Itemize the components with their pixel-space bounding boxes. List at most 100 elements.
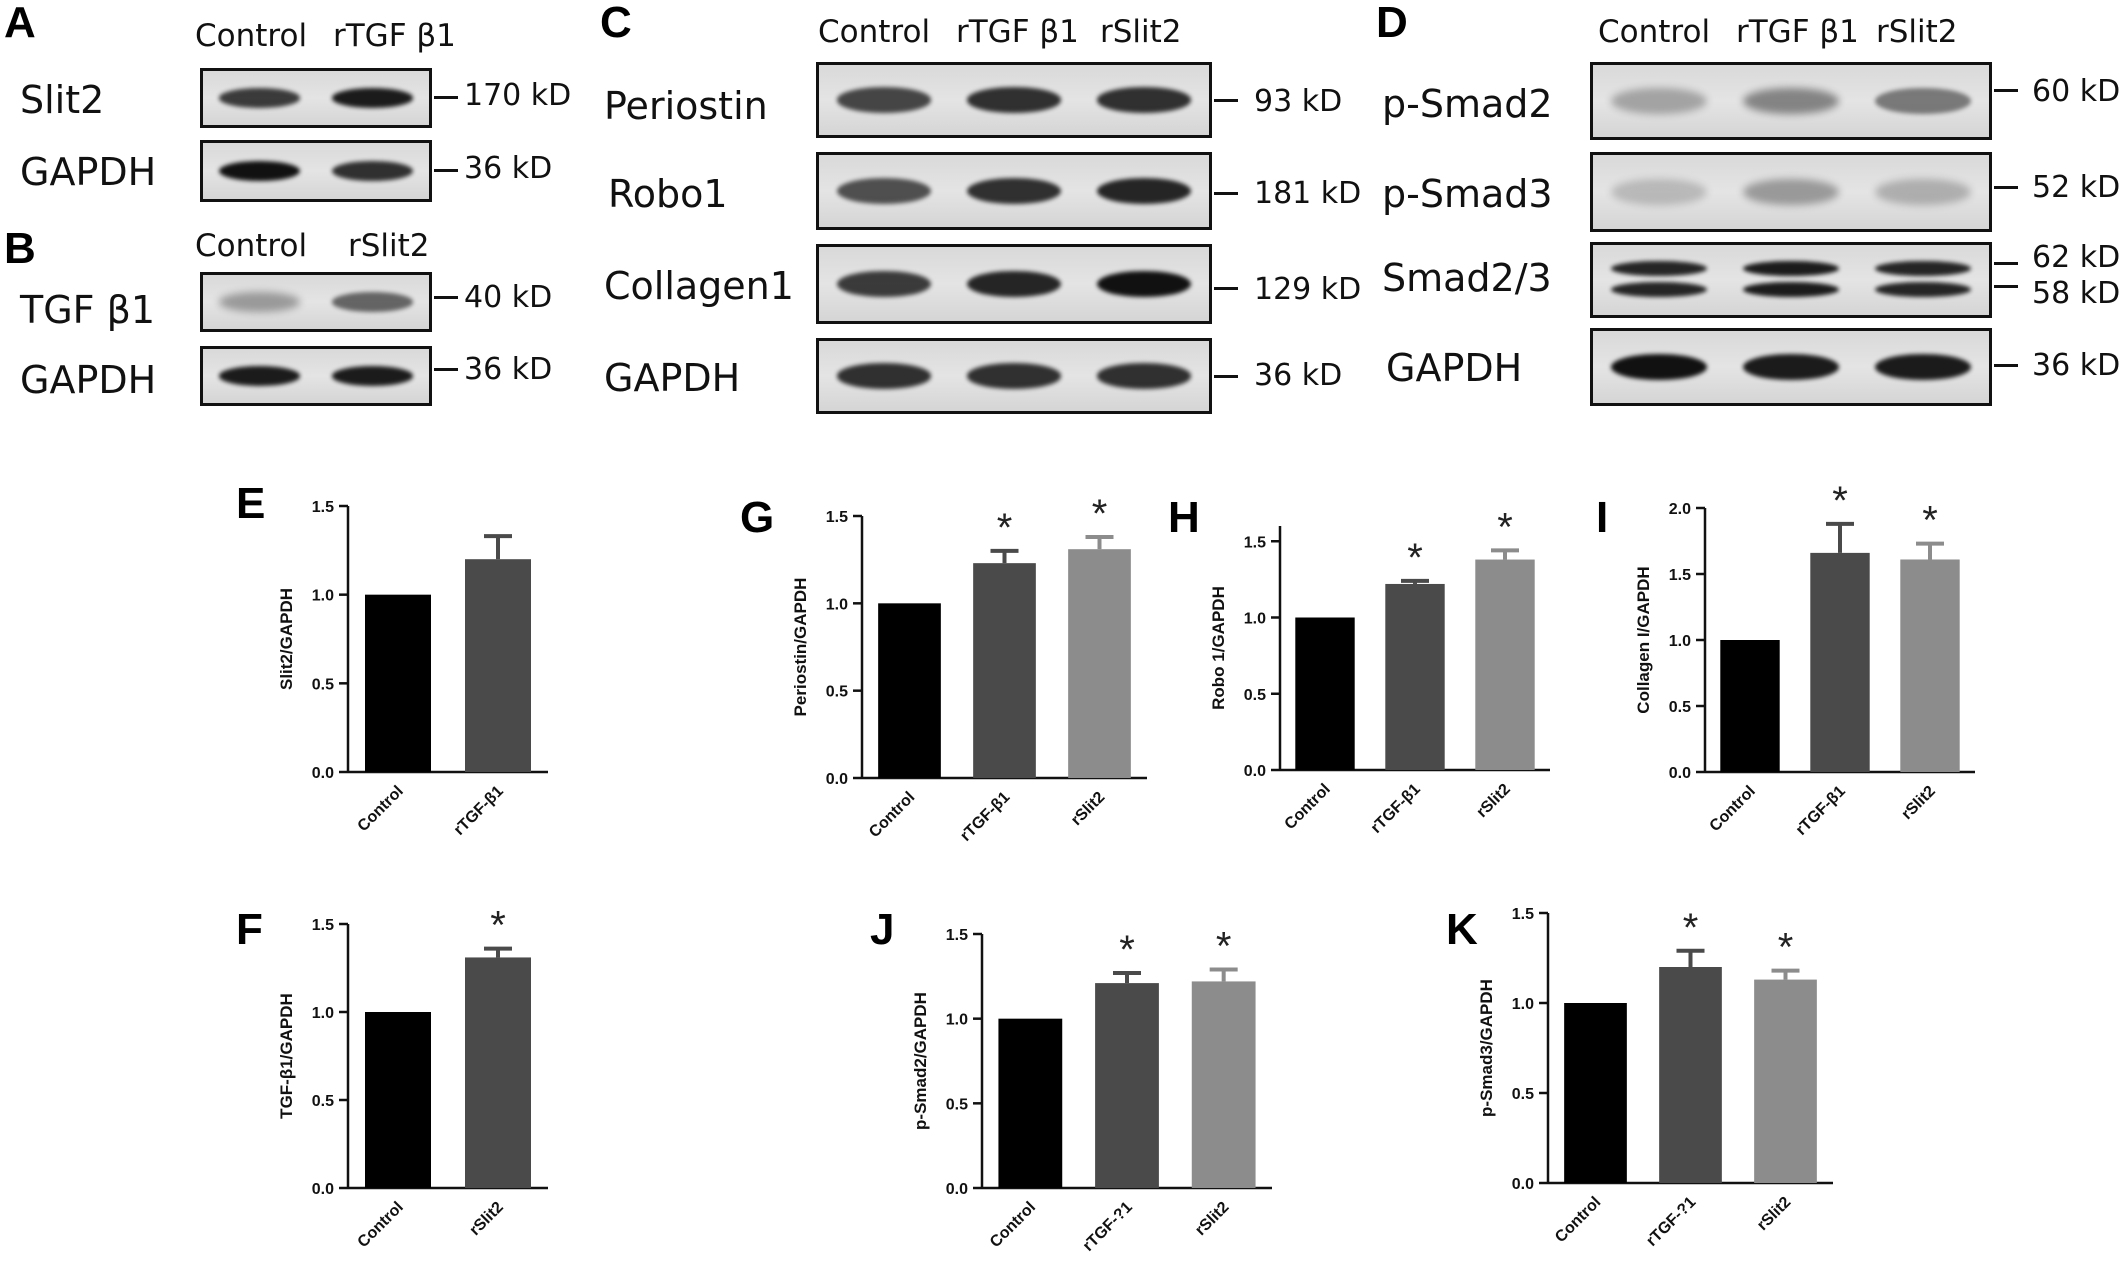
bar-f-1: [465, 957, 531, 1188]
y-tick-label-j: 0.0: [946, 1181, 968, 1198]
x-tick-label-k-2: rSlit2: [1754, 1194, 1794, 1234]
blot-band: [967, 178, 1061, 204]
blot-c-gapdh: [816, 338, 1212, 414]
blot-band: [331, 160, 414, 182]
kd-label-a-gapdh: 36 kD: [464, 151, 553, 186]
marker-tick: [434, 296, 458, 299]
y-tick-label-k: 0.0: [1512, 1176, 1534, 1193]
row-label-c-gapdh: GAPDH: [604, 356, 741, 400]
y-axis-label-i: Collagen I/GAPDH: [1634, 566, 1653, 713]
blot-band: [1611, 261, 1707, 277]
marker-tick: [434, 368, 458, 371]
blot-band: [1611, 282, 1707, 298]
blot-a-slit2: [200, 68, 432, 128]
blot-d-psmad3: [1590, 152, 1992, 232]
kd-label-d-psmad2: 60 kD: [2032, 74, 2121, 109]
bar-i-0: [1720, 640, 1780, 772]
bar-k-2: [1754, 979, 1817, 1183]
x-tick-label-e-1: rTGF-β1: [451, 783, 507, 839]
panel-letter-k: K: [1446, 905, 1478, 954]
blot-band: [218, 366, 301, 386]
bar-k-1: [1659, 967, 1722, 1183]
blot-band: [1611, 354, 1707, 380]
x-tick-label-h-2: rSlit2: [1474, 781, 1514, 821]
blot-band: [1097, 270, 1191, 298]
x-tick-label-i-0: Control: [1707, 783, 1759, 835]
bar-f-0: [365, 1012, 431, 1188]
blot-d-smad23: [1590, 242, 1992, 318]
y-axis-label-g: Periostin/GAPDH: [791, 578, 810, 717]
y-axis-label-j: p-Smad2/GAPDH: [911, 992, 930, 1130]
bar-g-0: [878, 603, 941, 778]
kd-label-b-gapdh: 36 kD: [464, 352, 553, 387]
significance-star-k-1: *: [1683, 906, 1699, 950]
significance-star-i-1: *: [1832, 479, 1848, 523]
x-tick-label-k-1: rTGF-?1: [1643, 1194, 1699, 1250]
blot-band: [837, 363, 931, 389]
col-label-a-control: Control: [195, 18, 308, 54]
x-tick-label-i-2: rSlit2: [1899, 783, 1939, 823]
y-tick-label-g: 0.5: [826, 684, 848, 701]
kd-label-d-gapdh: 36 kD: [2032, 348, 2121, 383]
blot-band: [1097, 87, 1191, 113]
kd-label-d-smad23-58: 58 kD: [2032, 276, 2121, 311]
marker-tick: [1214, 375, 1238, 378]
x-tick-label-j-1: rTGF-?1: [1080, 1199, 1136, 1255]
panel-letter-c: C: [600, 0, 632, 47]
marker-tick: [1994, 262, 2018, 265]
blot-band: [837, 178, 931, 204]
x-tick-label-g-1: rTGF-β1: [957, 789, 1013, 845]
panel-letter-b: B: [4, 224, 36, 273]
blot-c-collagen1: [816, 244, 1212, 324]
kd-label-c-periostin: 93 kD: [1254, 84, 1343, 119]
row-label-b-tgf: TGF β1: [20, 288, 156, 332]
blot-band: [967, 363, 1061, 389]
panel-letter-h: H: [1168, 493, 1200, 542]
x-tick-label-i-1: rTGF-β1: [1793, 783, 1849, 839]
blot-band: [1875, 178, 1971, 206]
row-label-c-collagen1: Collagen1: [604, 264, 794, 308]
col-label-a-rtgf: rTGF β1: [333, 18, 456, 54]
bar-g-2: [1068, 549, 1131, 778]
y-tick-label-i: 0.5: [1669, 699, 1691, 716]
bar-e-0: [365, 594, 431, 772]
panel-letter-j: J: [870, 905, 894, 954]
blot-c-robo1: [816, 152, 1212, 230]
x-tick-label-f-1: rSlit2: [467, 1199, 507, 1239]
row-label-a-slit2: Slit2: [20, 78, 105, 122]
kd-label-d-psmad3: 52 kD: [2032, 170, 2121, 205]
blot-band: [1743, 282, 1839, 298]
row-label-b-gapdh: GAPDH: [20, 358, 157, 402]
blot-band: [967, 87, 1061, 113]
blot-band: [218, 160, 301, 182]
blot-band: [1743, 178, 1839, 206]
blot-band: [1875, 88, 1971, 114]
col-label-d-rtgf: rTGF β1: [1736, 14, 1859, 50]
significance-star-f-1: *: [490, 904, 506, 948]
marker-tick: [434, 169, 458, 172]
blot-band: [1611, 178, 1707, 206]
kd-label-d-smad23-62: 62 kD: [2032, 240, 2121, 275]
panel-letter-e: E: [236, 479, 265, 528]
blot-d-gapdh: [1590, 328, 1992, 406]
bar-h-2: [1475, 559, 1535, 770]
x-tick-label-f-0: Control: [355, 1199, 407, 1251]
blot-c-periostin: [816, 62, 1212, 138]
x-tick-label-h-0: Control: [1282, 781, 1334, 833]
blot-band: [331, 88, 414, 108]
marker-tick: [1214, 287, 1238, 290]
row-label-d-gapdh: GAPDH: [1386, 346, 1523, 390]
blot-band: [1875, 261, 1971, 277]
panel-letter-g: G: [740, 493, 774, 542]
blot-band: [331, 366, 414, 386]
blot-band: [1097, 178, 1191, 204]
kd-label-c-robo1: 181 kD: [1254, 176, 1362, 211]
bar-g-1: [973, 563, 1036, 778]
blot-band: [1743, 354, 1839, 380]
blot-band: [1611, 88, 1707, 114]
y-axis-label-e: Slit2/GAPDH: [277, 588, 296, 690]
blot-band: [837, 270, 931, 298]
x-tick-label-j-2: rSlit2: [1192, 1199, 1232, 1239]
bar-h-1: [1385, 583, 1445, 770]
